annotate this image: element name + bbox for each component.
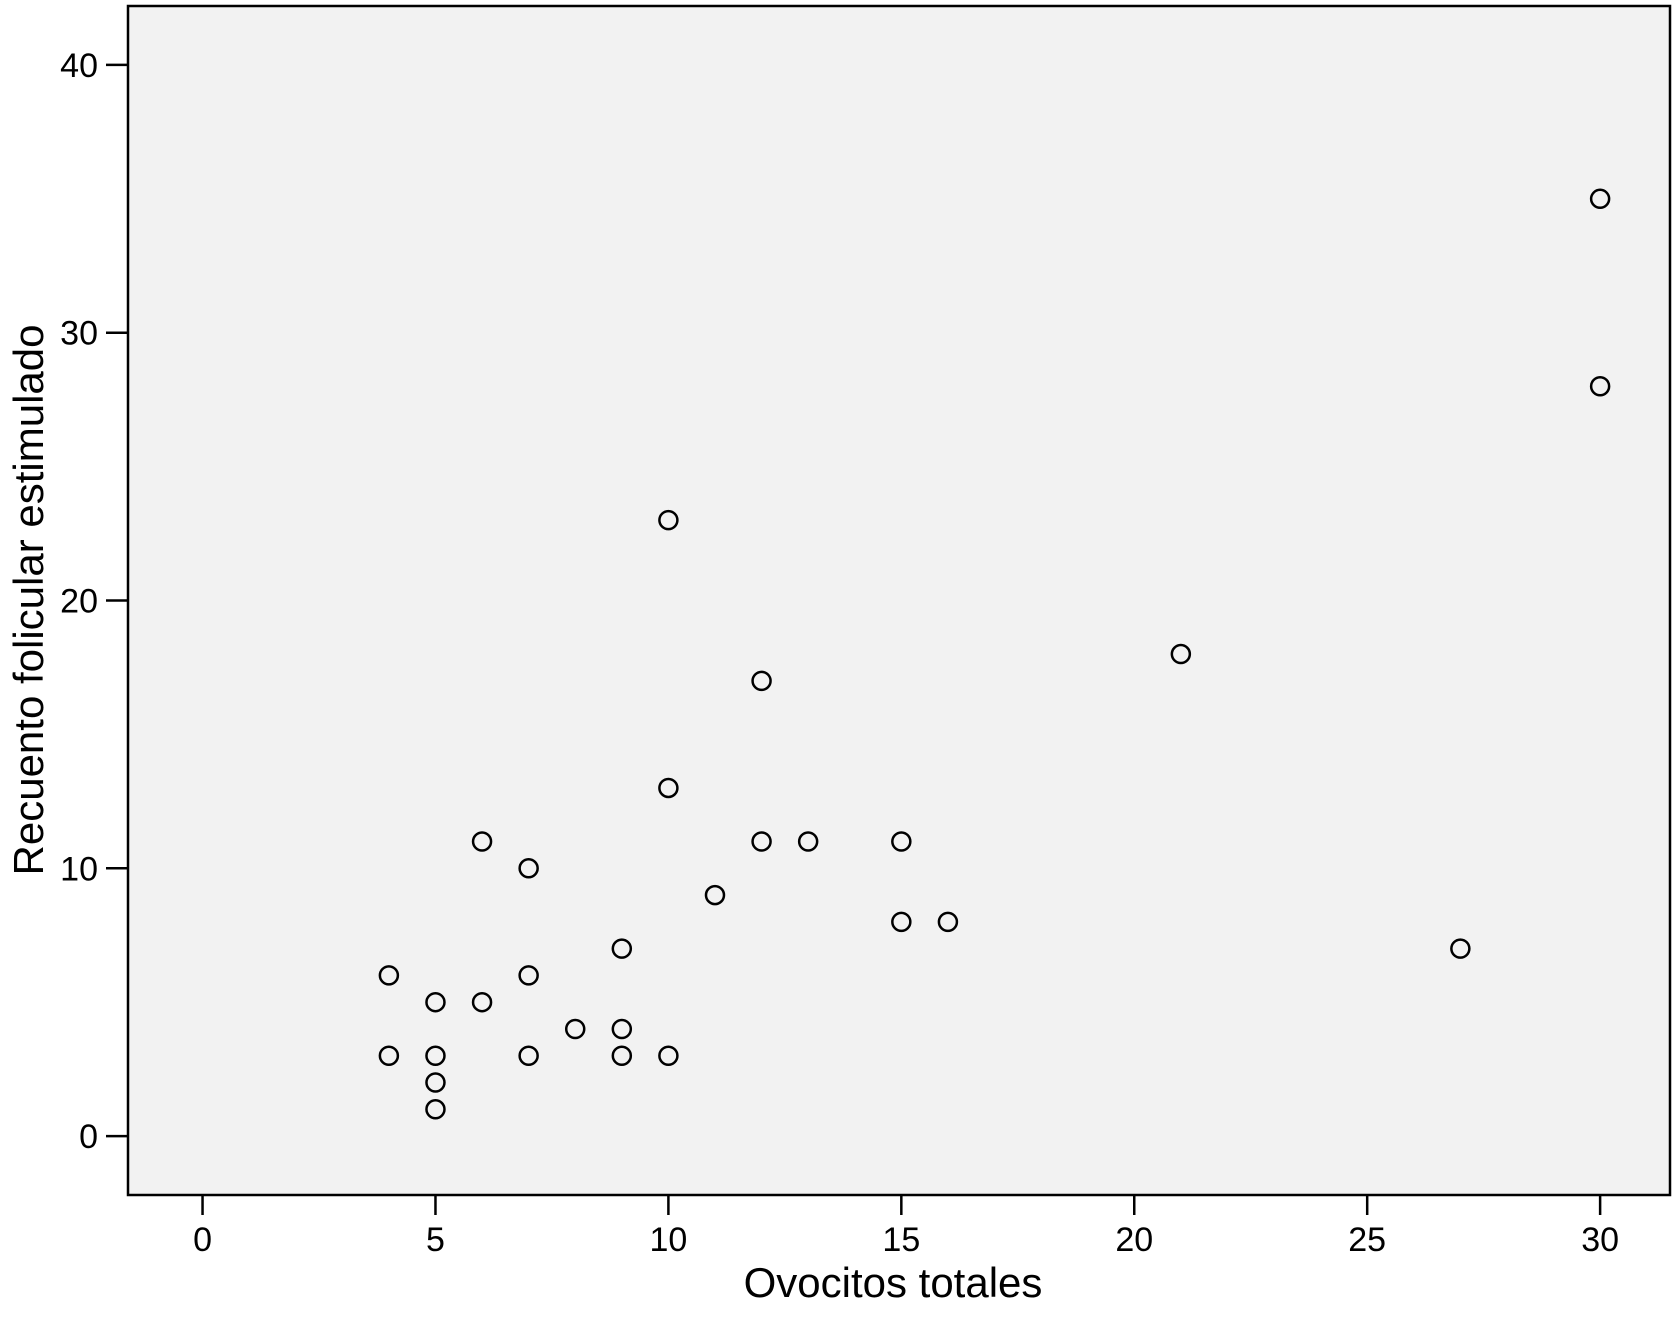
data-point — [471, 831, 493, 852]
x-tick-label: 30 — [1581, 1221, 1619, 1259]
y-tick-label: 20 — [60, 583, 98, 621]
data-point — [378, 1045, 400, 1066]
x-tick-label: 25 — [1348, 1221, 1386, 1259]
data-point — [425, 1099, 446, 1120]
y-tick-label: 40 — [60, 47, 98, 85]
y-axis-title: Recuento folicular estimulado — [5, 325, 52, 876]
data-point — [611, 938, 633, 959]
data-point — [751, 670, 772, 692]
y-tick-label: 30 — [60, 315, 98, 353]
data-point — [425, 1045, 446, 1066]
x-tick-label: 20 — [1115, 1221, 1153, 1259]
data-point — [518, 1045, 539, 1066]
x-tick-label: 0 — [193, 1221, 212, 1259]
data-point — [518, 965, 539, 986]
data-point — [658, 1045, 679, 1066]
data-point — [611, 1018, 633, 1040]
data-point — [564, 1018, 586, 1040]
data-point — [1170, 643, 1192, 665]
x-axis-ticks: 0 5 10 15 20 25 30 — [193, 1195, 1619, 1259]
x-tick-label: 5 — [426, 1221, 445, 1259]
x-tick-label: 15 — [882, 1221, 920, 1259]
data-point — [658, 509, 679, 531]
y-axis-ticks: 0 10 20 30 40 — [60, 47, 128, 1156]
data-point — [797, 831, 819, 852]
y-tick-label: 0 — [79, 1118, 98, 1156]
data-point — [891, 911, 912, 933]
y-tick-label: 10 — [60, 850, 98, 888]
data-point — [658, 777, 679, 799]
data-point — [611, 1045, 633, 1066]
data-point — [1589, 188, 1611, 210]
data-point — [751, 831, 772, 852]
x-axis-title: Ovocitos totales — [744, 1259, 1043, 1306]
data-point — [425, 991, 446, 1013]
data-point — [471, 991, 493, 1013]
data-point — [937, 911, 959, 933]
data-point — [704, 884, 726, 906]
data-point — [378, 965, 400, 986]
x-tick-label: 10 — [649, 1221, 687, 1259]
data-point — [1450, 938, 1471, 959]
plot-area — [126, 4, 1672, 1197]
data-point — [425, 1072, 446, 1093]
data-point — [518, 858, 539, 879]
data-point — [1589, 376, 1611, 397]
data-point — [891, 831, 912, 852]
data-points — [378, 188, 1611, 1120]
